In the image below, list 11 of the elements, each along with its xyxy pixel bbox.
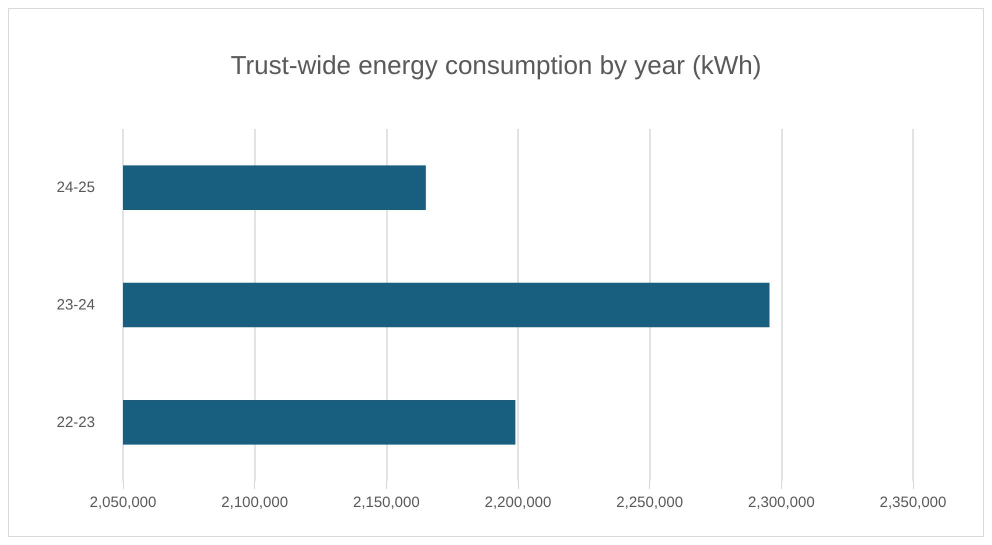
x-tick-label: 2,200,000	[484, 494, 552, 511]
x-tick-label: 2,150,000	[352, 494, 420, 511]
x-tick-label: 2,250,000	[616, 494, 684, 511]
x-tick-label: 2,100,000	[221, 494, 288, 511]
y-tick-label: 22-23	[56, 414, 95, 431]
y-tick-label: 24-25	[56, 179, 95, 196]
chart-title: Trust-wide energy consumption by year (kWh)	[230, 50, 762, 80]
x-tick-label: 2,300,000	[748, 494, 815, 511]
x-tick-label: 2,350,000	[880, 494, 946, 511]
x-tick-label: 2,050,000	[90, 494, 156, 511]
y-tick-label: 23-24	[56, 296, 95, 314]
